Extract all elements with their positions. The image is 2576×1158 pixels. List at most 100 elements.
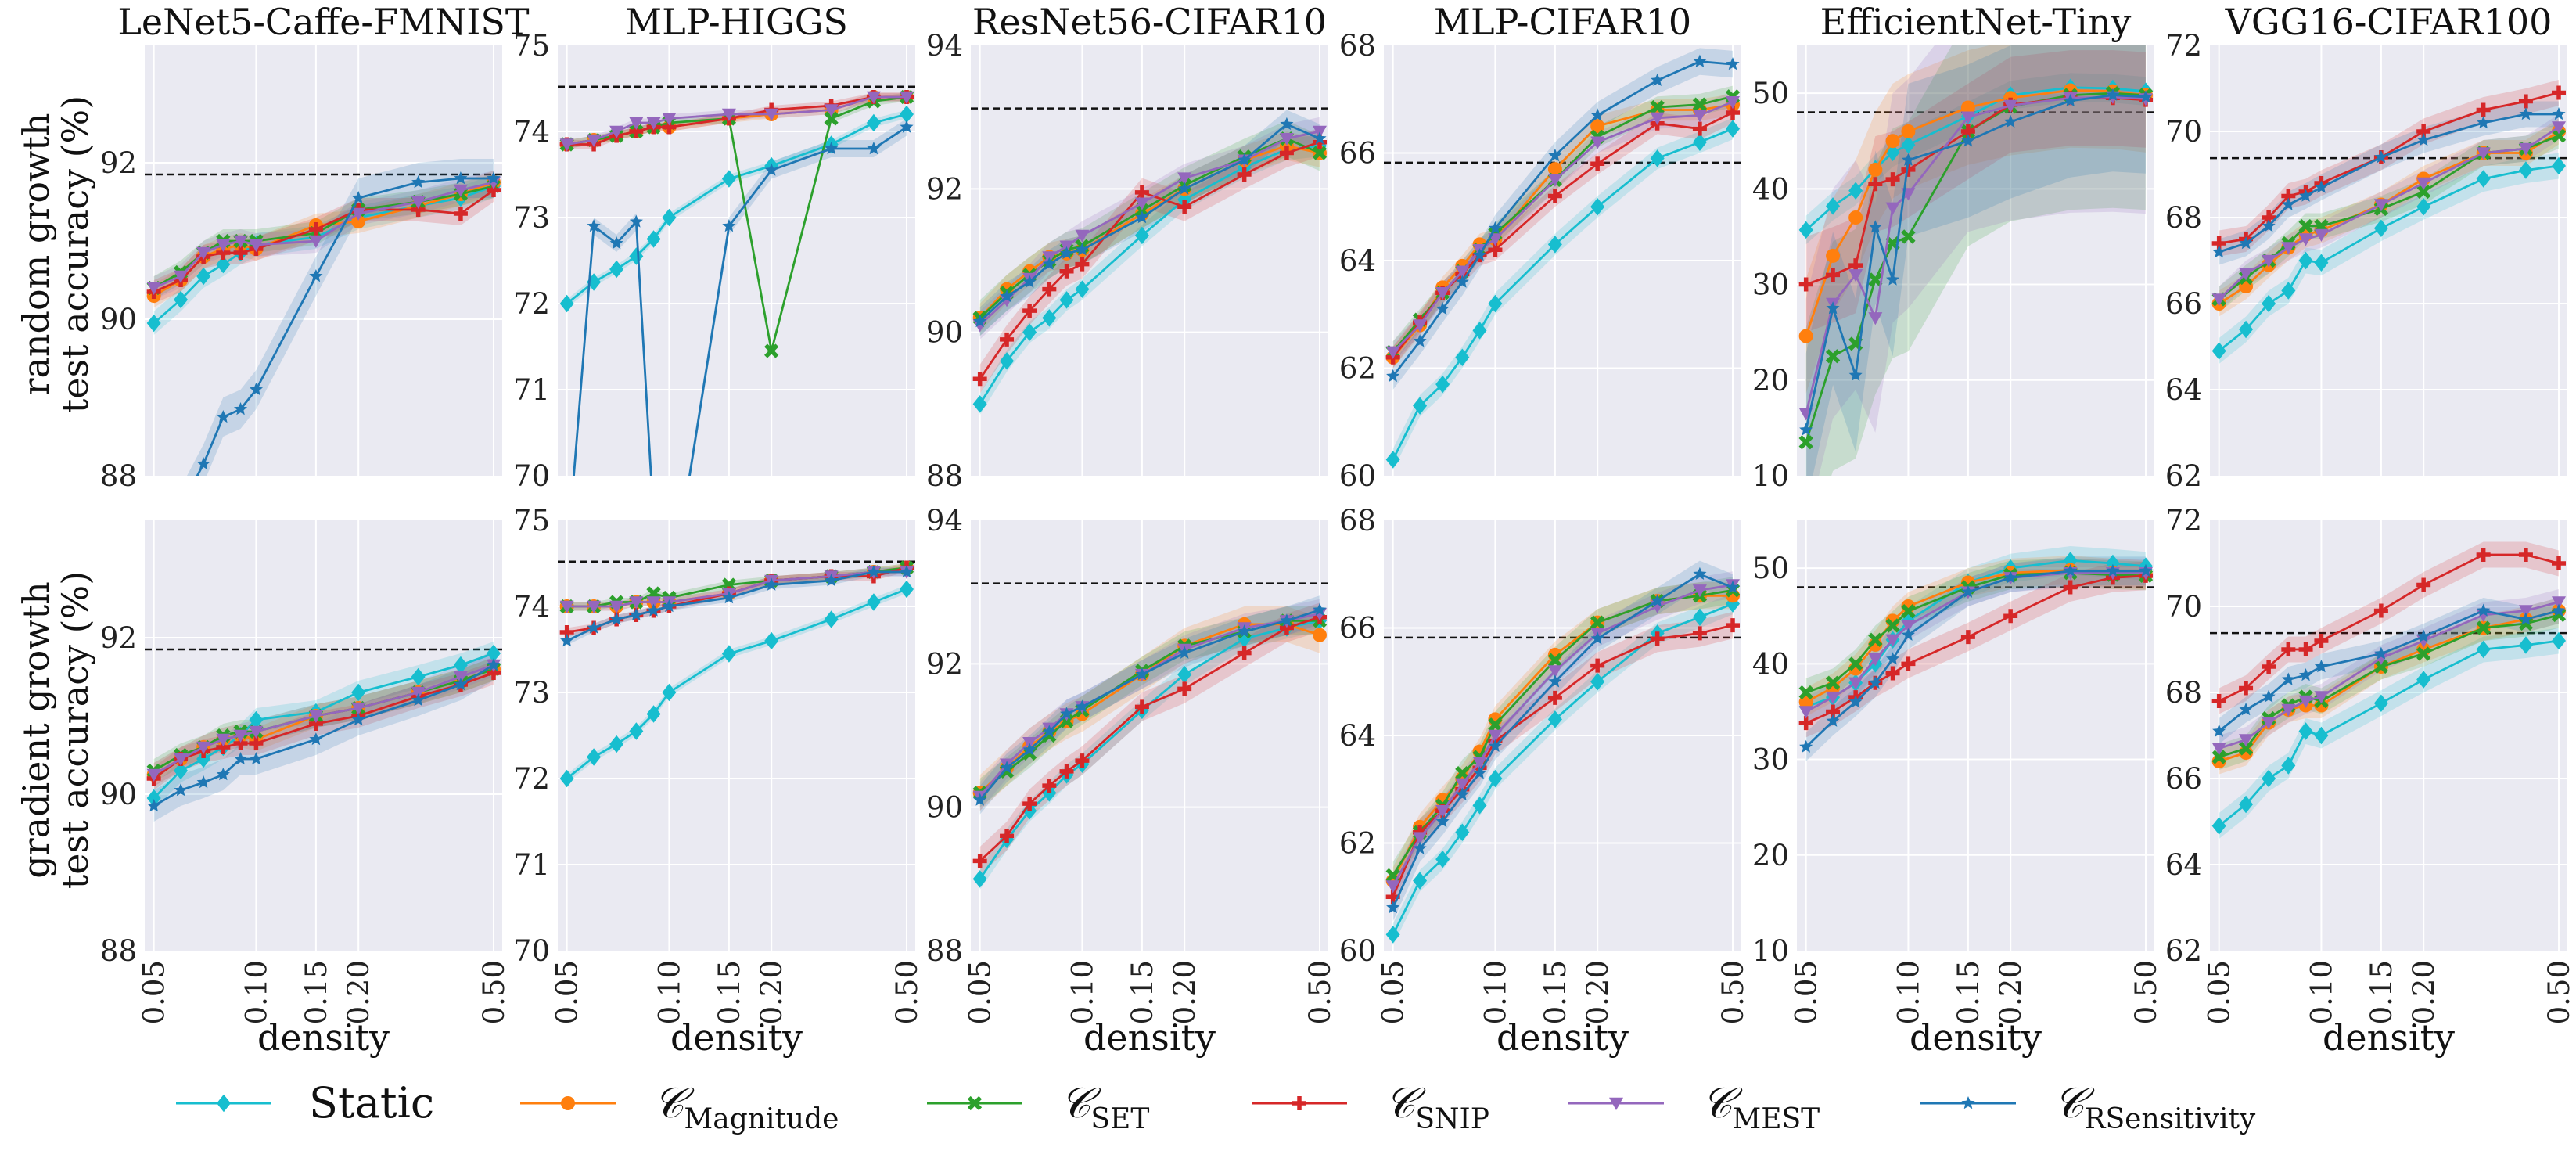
data-point <box>2373 659 2389 674</box>
data-point <box>249 725 264 739</box>
data-point <box>647 603 661 617</box>
data-point <box>2374 646 2388 660</box>
legend-marker <box>217 1094 231 1113</box>
data-point <box>1313 131 1327 145</box>
y-tick-label: 92 <box>100 146 137 180</box>
data-point <box>2298 218 2313 234</box>
data-point <box>249 752 263 765</box>
data-point <box>1488 729 1503 743</box>
data-point <box>1386 369 1400 383</box>
y-tick-label: 10 <box>1752 459 1789 493</box>
data-point <box>2281 757 2296 775</box>
x-tick-label: 0.50 <box>477 960 511 1024</box>
data-point <box>2106 88 2120 101</box>
data-point <box>308 235 323 248</box>
data-point <box>587 219 601 232</box>
series-layer <box>146 642 501 822</box>
panel-2: MLP-HIGGS 70 71 72 73 74 75 70 71 72 73 74 75 0.05 0.1… <box>513 1 924 1059</box>
legend-label: 𝒞SET <box>1060 1078 1149 1135</box>
y-tick-label: 62 <box>2165 459 2202 493</box>
data-point <box>2416 629 2430 642</box>
data-point <box>1651 73 1665 86</box>
y-tick-label: 70 <box>2165 590 2202 624</box>
data-point <box>2476 640 2491 659</box>
data-point <box>2299 668 2313 681</box>
panel-title: LeNet5-Caffe-FMNIST <box>117 1 530 43</box>
data-point <box>1134 197 1149 210</box>
data-point <box>973 793 987 806</box>
data-point <box>2298 722 2313 740</box>
data-point <box>900 580 914 599</box>
data-point <box>629 247 644 265</box>
data-point <box>249 710 264 729</box>
data-point <box>1868 632 1883 647</box>
data-point <box>764 108 779 121</box>
data-point <box>1134 185 1149 200</box>
data-point <box>196 741 211 754</box>
data-point <box>1868 272 1883 287</box>
data-point <box>2476 170 2491 188</box>
data-point <box>2298 233 2313 246</box>
legend-item-set: 𝒞SET <box>927 1078 1149 1135</box>
data-point <box>1413 319 1428 333</box>
data-point <box>1960 100 1975 115</box>
x-tick-label: 0.50 <box>1716 960 1750 1024</box>
panel-3: ResNet56-CIFAR10 88 90 92 94 88 90 92 94 0.05 0.10… <box>926 1 1337 1059</box>
data-point <box>351 702 366 715</box>
data-point <box>146 314 161 333</box>
x-tick-label: 0.15 <box>1539 960 1572 1024</box>
data-point <box>1650 112 1665 125</box>
data-point <box>559 600 574 613</box>
legend-marker <box>1961 1096 1975 1109</box>
data-point <box>1135 210 1149 224</box>
data-point <box>646 596 661 610</box>
data-point <box>2212 245 2226 258</box>
data-point <box>1692 133 1707 151</box>
data-point <box>411 693 426 707</box>
data-point <box>972 319 987 333</box>
data-point <box>1413 334 1427 347</box>
data-point <box>764 343 779 358</box>
data-point <box>2518 161 2533 179</box>
y-tick-label: 68 <box>1339 29 1376 63</box>
data-point <box>1472 757 1487 770</box>
data-point <box>721 108 736 121</box>
data-point <box>2281 703 2296 717</box>
band-rsensitivity <box>979 110 1320 336</box>
data-point <box>1000 352 1015 370</box>
data-point <box>1868 177 1883 192</box>
legend-item-mest: 𝒞MEST <box>1568 1078 1820 1135</box>
y-tick-label: 90 <box>926 791 963 825</box>
data-point <box>1826 197 1841 215</box>
series-static <box>1385 120 1741 469</box>
data-point <box>1692 626 1707 641</box>
data-point <box>1798 221 1813 239</box>
data-point <box>1901 124 1916 138</box>
data-point <box>722 591 736 604</box>
data-point <box>824 104 839 117</box>
data-point <box>2262 219 2276 232</box>
series-rsensitivity <box>560 565 914 647</box>
data-point <box>2003 99 2018 113</box>
data-point <box>1455 265 1470 279</box>
y-tick-label: 30 <box>1752 743 1789 777</box>
data-point <box>308 222 323 236</box>
data-point <box>1177 172 1192 185</box>
y-tick-label: 70 <box>513 934 550 968</box>
data-point <box>234 752 248 765</box>
data-point <box>2552 603 2566 617</box>
data-point <box>2139 563 2153 577</box>
data-point <box>2003 570 2017 584</box>
data-point <box>453 671 468 684</box>
y-tick-label: 73 <box>513 676 550 710</box>
data-point <box>1059 291 1074 309</box>
data-point <box>609 735 624 753</box>
row-label-top: random growth test accuracy (%) <box>15 95 96 413</box>
x-tick-label: 0.50 <box>890 960 924 1024</box>
data-point <box>2518 616 2534 631</box>
data-point <box>2373 694 2388 712</box>
y-tick-label: 64 <box>1339 719 1376 753</box>
data-point <box>1868 312 1883 325</box>
y-tick-label: 75 <box>513 29 550 63</box>
data-point <box>487 658 501 671</box>
